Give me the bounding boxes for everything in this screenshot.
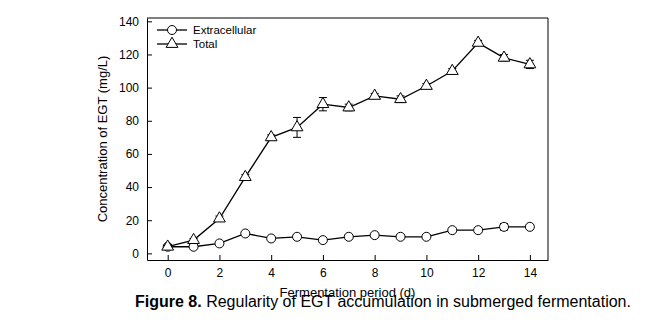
y-tick-mark bbox=[147, 88, 152, 89]
series-line bbox=[168, 43, 530, 247]
data-point bbox=[369, 89, 381, 99]
data-point bbox=[396, 232, 405, 241]
x-tick-mark bbox=[323, 255, 324, 260]
y-tick: 60 bbox=[126, 147, 152, 161]
data-point bbox=[421, 79, 433, 89]
x-tick: 0 bbox=[165, 255, 172, 280]
y-tick-label: 60 bbox=[126, 147, 140, 161]
x-tick-label: 4 bbox=[268, 266, 275, 280]
y-tick: 20 bbox=[126, 214, 152, 228]
x-tick: 4 bbox=[268, 255, 275, 280]
legend-item: Extracellular bbox=[157, 24, 256, 36]
chart-title: Figure 8. Regularity of EGT accumulation… bbox=[135, 293, 631, 310]
data-point bbox=[498, 51, 510, 61]
y-tick-mark bbox=[147, 121, 152, 122]
series bbox=[162, 36, 536, 250]
chart: 02468101214020406080100120140Fermentatio… bbox=[0, 0, 652, 323]
y-tick-label: 140 bbox=[119, 15, 139, 29]
frame-right bbox=[548, 18, 549, 260]
data-point bbox=[239, 170, 251, 180]
y-axis: 0 20 40 60 80 100 120 140 bbox=[119, 15, 152, 261]
y-axis-title: Concentration of EGT (mg/L) bbox=[95, 56, 110, 223]
data-point bbox=[370, 231, 379, 240]
y-tick-label: 40 bbox=[126, 180, 140, 194]
data-point bbox=[188, 233, 200, 243]
data-point bbox=[265, 131, 277, 141]
legend-label: Extracellular bbox=[193, 24, 256, 36]
y-tick-label: 0 bbox=[132, 247, 139, 261]
y-tick: 80 bbox=[126, 114, 152, 128]
x-tick-mark bbox=[375, 255, 376, 260]
x-tick-mark bbox=[478, 255, 479, 260]
y-tick-mark bbox=[147, 154, 152, 155]
data-point bbox=[524, 58, 536, 68]
data-area bbox=[162, 36, 536, 251]
x-tick-mark bbox=[426, 255, 427, 260]
y-tick-mark bbox=[147, 220, 152, 221]
data-point bbox=[214, 212, 226, 222]
y-tick: 40 bbox=[126, 180, 152, 194]
y-tick: 100 bbox=[119, 81, 152, 95]
x-tick-label: 6 bbox=[320, 266, 327, 280]
data-point bbox=[267, 234, 276, 243]
data-point bbox=[162, 240, 174, 250]
plot: 02468101214020406080100120140Fermentatio… bbox=[95, 15, 549, 300]
x-tick: 12 bbox=[472, 255, 486, 280]
x-tick: 14 bbox=[524, 255, 538, 280]
legend-label: Total bbox=[193, 38, 217, 50]
x-tick-mark bbox=[168, 255, 169, 260]
frame-top bbox=[147, 18, 548, 19]
data-point bbox=[525, 222, 534, 231]
x-axis-line bbox=[148, 260, 549, 261]
y-tick-mark bbox=[147, 54, 152, 55]
x-tick-label: 14 bbox=[524, 266, 538, 280]
legend-marker bbox=[166, 37, 178, 47]
x-tick-mark bbox=[219, 255, 220, 260]
series bbox=[163, 222, 534, 251]
x-tick: 2 bbox=[217, 255, 224, 280]
y-tick-mark bbox=[147, 253, 152, 254]
data-point bbox=[446, 64, 458, 74]
data-point bbox=[395, 92, 407, 102]
y-tick-label: 100 bbox=[119, 81, 139, 95]
y-tick: 120 bbox=[119, 48, 152, 62]
x-tick: 10 bbox=[420, 255, 434, 280]
x-tick-label: 12 bbox=[472, 266, 486, 280]
legend-item: Total bbox=[157, 37, 217, 50]
y-tick-label: 20 bbox=[126, 214, 140, 228]
legend-marker bbox=[168, 26, 177, 35]
y-tick: 140 bbox=[119, 15, 152, 29]
data-point bbox=[318, 236, 327, 245]
data-point bbox=[344, 232, 353, 241]
y-tick: 0 bbox=[132, 247, 152, 261]
data-point bbox=[293, 232, 302, 241]
y-tick-label: 80 bbox=[126, 114, 140, 128]
data-point bbox=[291, 121, 303, 131]
x-tick-mark bbox=[271, 255, 272, 260]
data-point bbox=[215, 239, 224, 248]
x-tick: 6 bbox=[320, 255, 327, 280]
x-tick-label: 10 bbox=[420, 266, 434, 280]
x-tick-label: 2 bbox=[217, 266, 224, 280]
data-point bbox=[343, 101, 355, 111]
data-point bbox=[472, 36, 484, 46]
data-point bbox=[474, 226, 483, 235]
data-point bbox=[500, 222, 509, 231]
legend: Extracellular Total bbox=[157, 24, 256, 50]
data-point bbox=[448, 226, 457, 235]
data-point bbox=[422, 232, 431, 241]
x-tick-label: 0 bbox=[165, 266, 172, 280]
data-point bbox=[241, 229, 250, 238]
y-tick-mark bbox=[147, 187, 152, 188]
y-tick-label: 120 bbox=[119, 48, 139, 62]
x-tick-label: 8 bbox=[372, 266, 379, 280]
x-axis: 0 2 4 6 8 10 12 14 bbox=[148, 255, 549, 280]
x-tick: 8 bbox=[372, 255, 379, 280]
x-tick-mark bbox=[530, 255, 531, 260]
y-tick-mark bbox=[147, 21, 152, 22]
data-point bbox=[317, 97, 329, 107]
